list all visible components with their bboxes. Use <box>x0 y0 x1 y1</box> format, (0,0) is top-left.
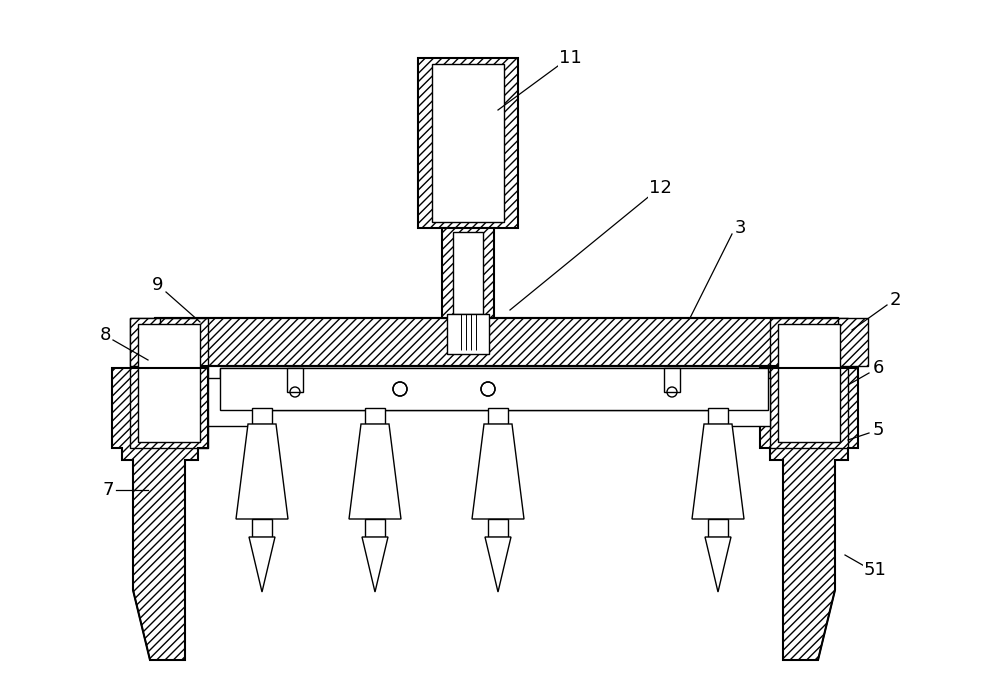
Polygon shape <box>249 537 275 592</box>
Text: 12: 12 <box>649 179 671 197</box>
Bar <box>365 408 385 424</box>
Bar <box>418 58 518 228</box>
Bar <box>220 368 768 410</box>
Bar <box>287 368 303 392</box>
Bar <box>155 318 838 366</box>
Text: 51: 51 <box>864 561 886 579</box>
Polygon shape <box>362 537 388 592</box>
Text: 8: 8 <box>99 326 111 344</box>
Polygon shape <box>112 368 208 660</box>
Text: 7: 7 <box>102 481 114 499</box>
Bar <box>252 408 272 424</box>
Bar <box>488 408 508 424</box>
Bar <box>130 318 160 366</box>
Bar <box>770 318 848 448</box>
Bar <box>778 324 840 442</box>
Bar <box>725 378 770 426</box>
Bar <box>365 519 385 537</box>
Bar <box>838 318 868 366</box>
Text: 5: 5 <box>872 421 884 439</box>
Polygon shape <box>485 537 511 592</box>
Polygon shape <box>472 424 524 519</box>
Bar <box>453 232 483 314</box>
Bar <box>708 519 728 537</box>
Bar <box>138 324 200 442</box>
Bar <box>130 318 208 448</box>
Polygon shape <box>349 424 401 519</box>
Polygon shape <box>760 368 858 660</box>
Bar <box>442 228 494 318</box>
Bar <box>488 519 508 537</box>
Bar <box>708 408 728 424</box>
Bar <box>220 368 768 410</box>
Text: 6: 6 <box>872 359 884 377</box>
Bar <box>447 314 489 354</box>
Polygon shape <box>692 424 744 519</box>
Bar <box>208 378 253 426</box>
Text: 9: 9 <box>152 276 164 294</box>
Polygon shape <box>236 424 288 519</box>
Polygon shape <box>705 537 731 592</box>
Text: 2: 2 <box>889 291 901 309</box>
Bar <box>432 64 504 222</box>
Bar <box>252 519 272 537</box>
Text: 3: 3 <box>734 219 746 237</box>
Text: 11: 11 <box>559 49 581 67</box>
Bar <box>664 368 680 392</box>
